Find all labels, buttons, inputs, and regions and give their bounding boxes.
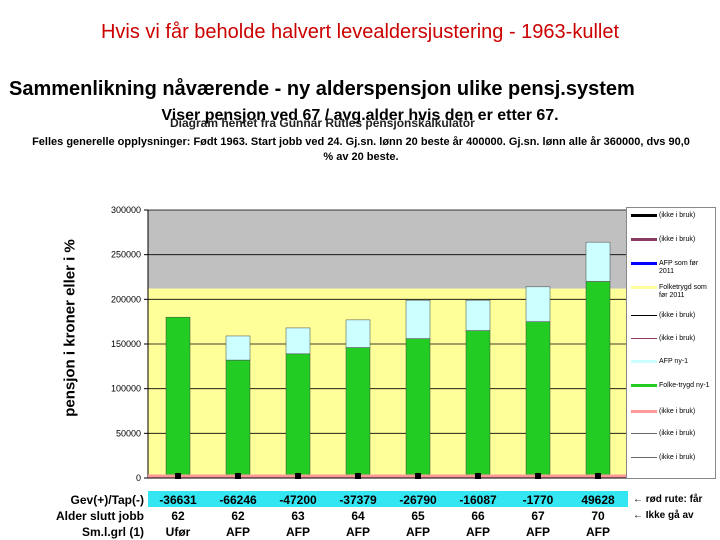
- table-cell: Ufør: [165, 525, 191, 539]
- table-cell: 62: [231, 509, 245, 523]
- table-cell: -66246: [219, 493, 257, 507]
- zero-marker-1: [175, 473, 181, 479]
- table-cell: 62: [171, 509, 185, 523]
- zero-marker-2: [235, 473, 241, 479]
- legend-swatch: [631, 214, 657, 217]
- bar-afp-2: [225, 335, 251, 361]
- table-cell: AFP: [466, 525, 490, 539]
- bar-folketrygd-4: [345, 347, 371, 479]
- y-tick-label: 200000: [111, 294, 141, 304]
- y-tick-label: 150000: [111, 339, 141, 349]
- chart-subtitle: Viser pensjon ved 67 / avg.alder hvis de…: [161, 107, 559, 124]
- slide-title: Hvis vi får beholde halvert levealdersju…: [100, 21, 620, 43]
- table-cell: -26790: [399, 493, 437, 507]
- legend-label: (ikke i bruk): [659, 430, 696, 437]
- zero-marker-3: [295, 473, 301, 479]
- table-cell: 67: [531, 509, 545, 523]
- table-cell: 70: [591, 509, 605, 523]
- bar-afp-6: [465, 299, 491, 331]
- legend-swatch: [631, 286, 657, 289]
- legend-label: AFP som før 2011: [659, 260, 699, 275]
- table-cell: AFP: [346, 525, 370, 539]
- table-cell: AFP: [526, 525, 550, 539]
- legend-swatch: [631, 315, 657, 316]
- table-cell: -1770: [522, 493, 554, 507]
- legend-swatch: [631, 360, 657, 363]
- chart-legend: (ikke i bruk) (ikke i bruk) AFP som før 20…: [626, 207, 716, 479]
- legend-swatch: [631, 433, 657, 434]
- table-cell: 63: [291, 509, 305, 523]
- legend-swatch: [631, 262, 657, 265]
- legend-swatch: [631, 338, 657, 339]
- table-row-label: Alder slutt jobb: [56, 509, 144, 523]
- bar-afp-3: [285, 327, 311, 355]
- table-cell: -36631: [159, 493, 197, 507]
- bar-afp-5: [405, 299, 431, 339]
- y-tick-label: 100000: [111, 384, 141, 394]
- legend-swatch: [631, 457, 657, 458]
- zero-marker-8: [595, 473, 601, 479]
- zero-marker-4: [355, 473, 361, 479]
- bar-afp-8: [585, 241, 611, 282]
- bar-folketrygd-2: [225, 359, 251, 479]
- y-tick-label: 300000: [111, 205, 141, 215]
- legend-label: Folketrygd som før 2011: [659, 284, 707, 299]
- table-cell: AFP: [586, 525, 610, 539]
- legend-label: (ikke i bruk): [659, 454, 696, 461]
- table-cell: AFP: [286, 525, 310, 539]
- note-red-square: ← rød rute: får: [633, 494, 703, 505]
- table-cell: 49628: [581, 493, 615, 507]
- zero-marker-6: [475, 473, 481, 479]
- background-band-0: [148, 210, 628, 289]
- legend-swatch: [631, 384, 657, 387]
- info-text: Felles generelle opplysninger: Født 1963…: [7, 135, 715, 165]
- legend-label: AFP ny-1: [659, 358, 689, 365]
- y-tick-label: 250000: [111, 250, 141, 260]
- legend-label: (ikke i bruk): [659, 212, 696, 219]
- table-cell: AFP: [226, 525, 250, 539]
- bar-folketrygd-8: [585, 281, 611, 479]
- table-cell: -47200: [279, 493, 317, 507]
- table-cell: -37379: [339, 493, 377, 507]
- table-row-label: Gev(+)/Tap(-): [70, 493, 144, 507]
- table-row-label: Sm.l.grl (1): [81, 525, 144, 539]
- table-cell: 66: [471, 509, 485, 523]
- info-line-1: Felles generelle opplysninger: Født 1963…: [32, 136, 690, 148]
- gain-loss-band: [148, 491, 628, 507]
- bar-folketrygd-1: [165, 316, 191, 479]
- legend-swatch: [631, 410, 657, 413]
- table-cell: 64: [351, 509, 365, 523]
- bar-folketrygd-3: [285, 353, 311, 479]
- table-cell: AFP: [406, 525, 430, 539]
- legend-label: (ikke i bruk): [659, 312, 696, 319]
- bar-folketrygd-6: [465, 330, 491, 479]
- legend-swatch: [631, 238, 657, 241]
- bar-folketrygd-7: [525, 321, 551, 479]
- bar-folketrygd-5: [405, 338, 431, 479]
- note-do-not-retire: ← Ikke gå av: [633, 510, 694, 521]
- table-cell: 65: [411, 509, 425, 523]
- background-band-1: [148, 288, 628, 478]
- legend-label: (ikke i bruk): [659, 236, 696, 243]
- chart-main-title: Sammenlikning nåværende - ny alderspensj…: [9, 78, 635, 100]
- diagram-title: Diagram hentet fra Gunnar Rutles pensjon…: [170, 116, 475, 130]
- info-line-2: % av 20 beste.: [323, 151, 399, 163]
- bar-afp-4: [345, 319, 371, 348]
- zero-marker-7: [535, 473, 541, 479]
- legend-label: Folke-trygd ny-1: [659, 382, 710, 389]
- legend-label: (ikke i bruk): [659, 335, 696, 342]
- bar-afp-7: [525, 286, 551, 322]
- zero-marker-5: [415, 473, 421, 479]
- y-tick-label: 0: [136, 473, 141, 483]
- table-cell: -16087: [459, 493, 497, 507]
- y-tick-label: 50000: [116, 428, 141, 438]
- legend-label: (ikke i bruk): [659, 408, 696, 415]
